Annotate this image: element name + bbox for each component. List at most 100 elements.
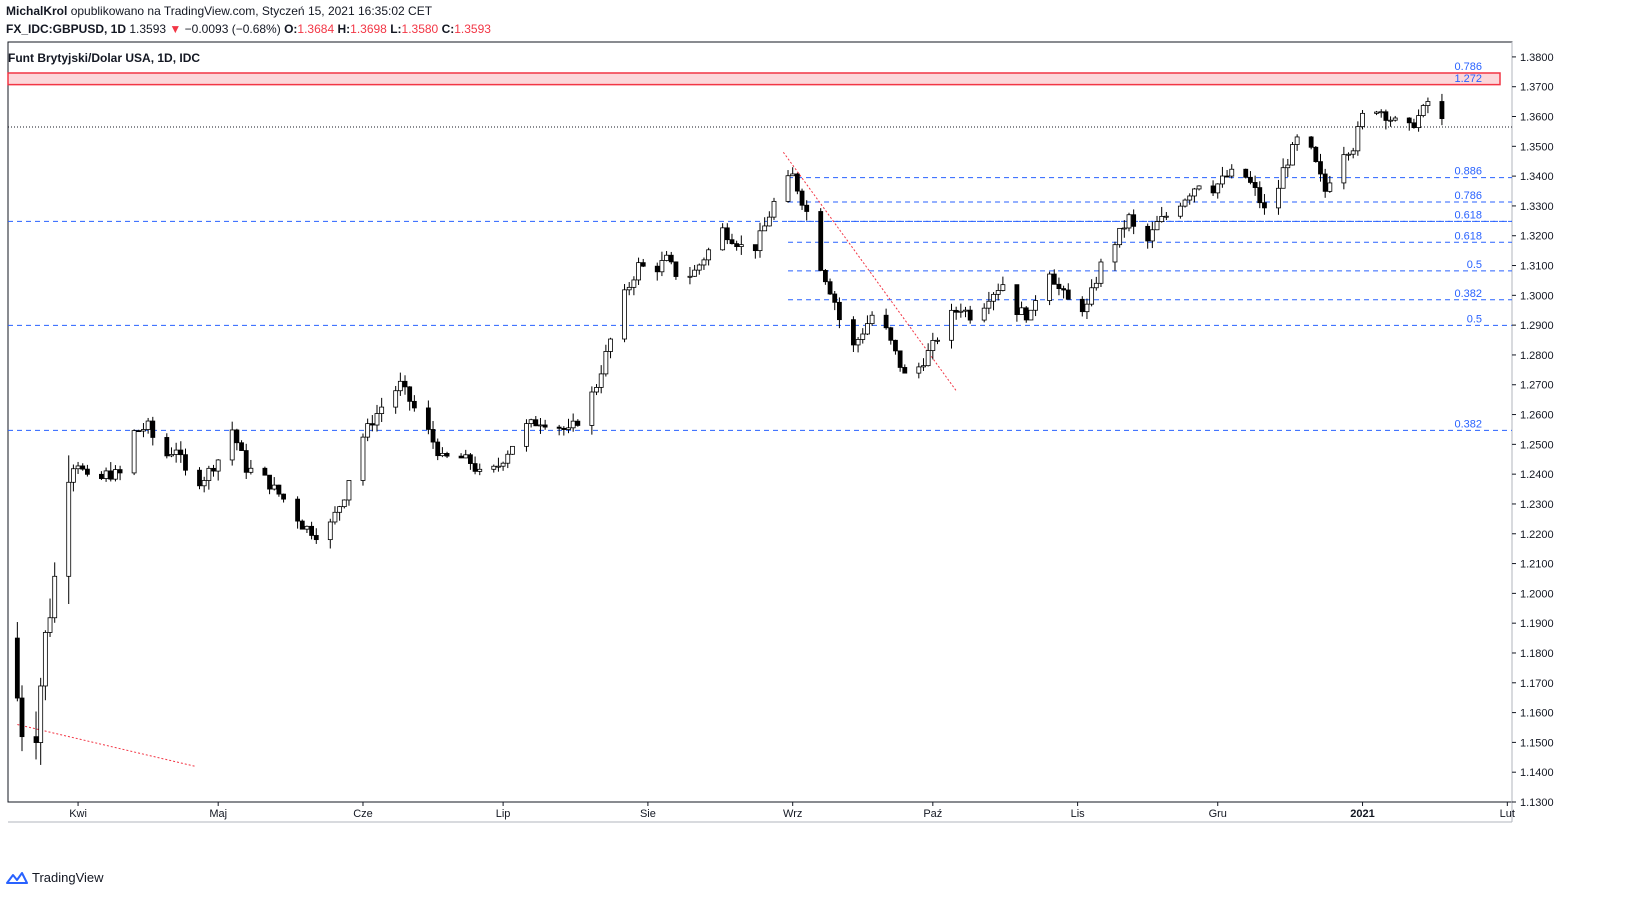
- candle: [267, 474, 272, 490]
- candle: [762, 225, 768, 232]
- candle: [893, 339, 898, 352]
- chart-area[interactable]: Funt Brytyjski/Dolar USA, 1D, IDC 1.1300…: [0, 40, 1627, 860]
- fib-label: 0.5: [1467, 259, 1482, 271]
- candle: [1318, 161, 1323, 175]
- candle: [1065, 289, 1071, 300]
- candle: [790, 173, 796, 177]
- price-tick-label: 1.3000: [1520, 290, 1554, 302]
- candle: [1229, 168, 1235, 177]
- price-tick-label: 1.1500: [1520, 737, 1554, 749]
- price-tick-label: 1.3800: [1520, 52, 1554, 64]
- footer-brand[interactable]: TradingView: [32, 870, 104, 885]
- price-tick-label: 1.3200: [1520, 231, 1554, 243]
- candle: [276, 484, 282, 495]
- fib-label: 0.618: [1454, 209, 1482, 221]
- candle: [435, 441, 441, 457]
- candle: [173, 449, 179, 455]
- price-tick-label: 1.2500: [1520, 439, 1554, 451]
- candle: [636, 262, 641, 281]
- time-tick-label: Cze: [353, 808, 373, 820]
- open-label: O:: [284, 22, 298, 36]
- candle: [1079, 298, 1085, 313]
- candle: [299, 520, 305, 530]
- candle: [393, 390, 399, 408]
- price-tick-label: 1.2900: [1520, 320, 1554, 332]
- fib-label: 1.272: [1454, 73, 1482, 85]
- candle: [379, 406, 385, 414]
- candle: [1416, 115, 1421, 129]
- candle: [211, 467, 216, 472]
- candle: [271, 484, 277, 490]
- price-tick-label: 1.2400: [1520, 469, 1554, 481]
- candle: [654, 265, 660, 273]
- candle: [1061, 288, 1067, 291]
- candle: [916, 366, 922, 374]
- fib-label: 0.382: [1454, 288, 1482, 300]
- candle: [720, 227, 726, 251]
- price-tick-label: 1.2100: [1520, 559, 1554, 571]
- symbol-info: FX_IDC:GBPUSD, 1D 1.3593 ▼ −0.0093 (−0.6…: [6, 22, 491, 36]
- candle: [346, 480, 352, 501]
- candle: [1187, 195, 1193, 201]
- resistance-zone: [7, 72, 1501, 86]
- candle: [1406, 117, 1412, 124]
- candle: [1420, 105, 1426, 116]
- candle: [430, 429, 436, 443]
- high-value: 1.3698: [350, 22, 387, 36]
- candle: [538, 424, 543, 427]
- candle: [1341, 154, 1347, 184]
- candle: [150, 420, 156, 438]
- plot-frame: [7, 41, 1513, 803]
- price-tick-label: 1.1800: [1520, 648, 1554, 660]
- candle: [1276, 187, 1281, 209]
- candle: [673, 261, 679, 277]
- candle: [234, 429, 240, 444]
- symbol-name: FX_IDC:GBPUSD, 1D: [6, 22, 127, 36]
- candle: [164, 437, 170, 457]
- candle: [738, 244, 744, 247]
- time-tick-label: Gru: [1209, 808, 1227, 820]
- candle: [1093, 282, 1099, 289]
- candle: [766, 216, 772, 227]
- candle: [1248, 176, 1253, 183]
- time-tick-label: Kwi: [69, 808, 87, 820]
- price-tick-label: 1.2700: [1520, 380, 1554, 392]
- candle: [570, 420, 576, 429]
- candle: [1182, 199, 1188, 207]
- price-chart[interactable]: Funt Brytyjski/Dolar USA, 1D, IDC 1.1300…: [0, 40, 1627, 860]
- time-tick-label: Wrz: [783, 808, 802, 820]
- candle: [1177, 205, 1183, 217]
- candle: [626, 286, 632, 291]
- candle: [837, 301, 842, 321]
- candle: [589, 391, 595, 426]
- candle: [598, 373, 604, 388]
- price-tick-label: 1.3700: [1520, 82, 1554, 94]
- candle: [1098, 261, 1104, 284]
- candle: [313, 535, 319, 541]
- candle: [229, 429, 235, 461]
- candle: [1243, 168, 1249, 178]
- author-name[interactable]: MichalKrol: [6, 4, 68, 18]
- candle: [439, 453, 445, 457]
- published-text: opublikowano na TradingView.com, Styczeń…: [70, 4, 433, 18]
- candle: [1215, 183, 1221, 194]
- candle: [1252, 182, 1258, 188]
- candle: [608, 338, 613, 352]
- time-tick-label: Maj: [209, 808, 227, 820]
- candle: [724, 227, 730, 241]
- candle: [136, 430, 142, 433]
- candle: [1280, 167, 1286, 189]
- candle: [794, 173, 800, 192]
- candle: [921, 365, 926, 368]
- tradingview-logo-icon[interactable]: [6, 871, 28, 885]
- candle: [1145, 225, 1151, 242]
- price-tick-label: 1.3600: [1520, 112, 1554, 124]
- candle: [239, 442, 244, 451]
- candle: [967, 309, 973, 321]
- candle: [963, 309, 968, 312]
- time-tick-label: Sie: [640, 808, 656, 820]
- candle: [117, 469, 123, 474]
- candle: [332, 511, 338, 523]
- candle: [1126, 214, 1132, 229]
- candle: [337, 506, 343, 513]
